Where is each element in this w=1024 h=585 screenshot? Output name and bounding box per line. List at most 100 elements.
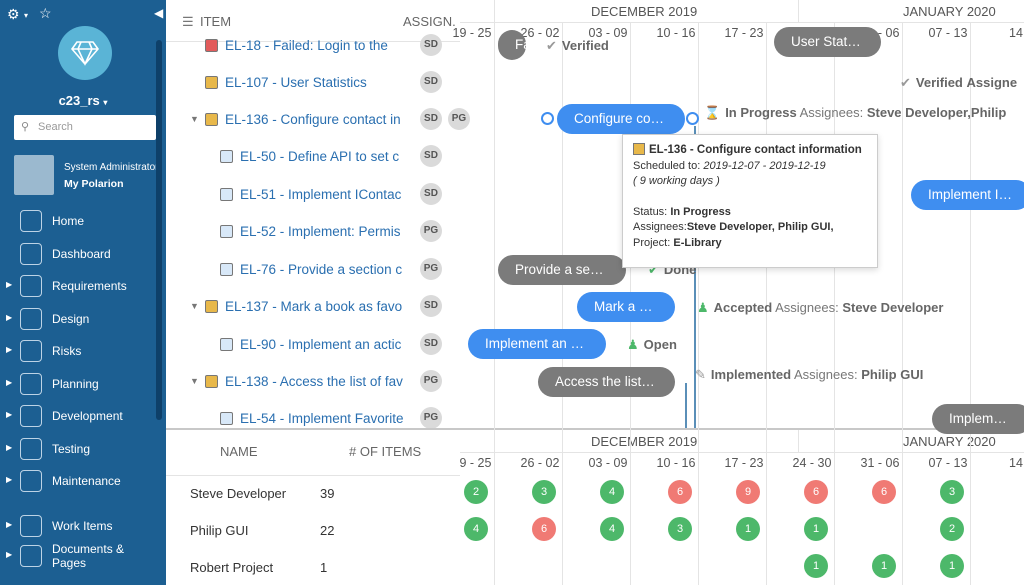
column-name[interactable]: NAME <box>220 444 258 459</box>
gantt-bar[interactable]: User Stat… <box>774 27 881 57</box>
item-link[interactable]: EL-138 - Access the list of fav <box>225 374 403 389</box>
nav-item-testing[interactable]: ▶ Testing <box>0 434 166 464</box>
avatar[interactable] <box>14 155 54 195</box>
assignee-avatar[interactable]: SD <box>420 145 442 167</box>
gantt-bar[interactable]: Provide a se… <box>498 255 626 285</box>
resize-handle[interactable] <box>686 112 699 125</box>
expand-arrow-icon[interactable]: ▶ <box>6 378 13 387</box>
expand-arrow-icon[interactable]: ▶ <box>6 313 13 322</box>
gantt-bar[interactable]: Mark a … <box>577 292 675 322</box>
list-item[interactable]: ▼ EL-137 - Mark a book as favo SD <box>166 288 460 325</box>
expand-arrow-icon[interactable]: ▶ <box>6 280 13 289</box>
assignee-avatar[interactable]: SD <box>420 295 442 317</box>
list-item[interactable]: EL-52 - Implement: Permis PG <box>166 213 460 250</box>
expand-arrow-icon[interactable]: ▶ <box>6 550 13 559</box>
expand-arrow-icon[interactable]: ▶ <box>6 443 13 452</box>
gantt-bar[interactable]: Implement an … <box>468 329 606 359</box>
list-item[interactable]: EL-107 - User Statistics SD <box>166 64 460 101</box>
sidebar-scrollbar[interactable] <box>156 40 162 420</box>
collapse-arrow-icon[interactable]: ▼ <box>190 114 199 124</box>
resize-handle[interactable] <box>541 112 554 125</box>
nav-item-development[interactable]: ▶ Development <box>0 401 166 431</box>
item-link[interactable]: EL-107 - User Statistics <box>225 75 367 90</box>
load-indicator[interactable]: 1 <box>940 554 964 578</box>
list-item[interactable]: EL-76 - Provide a section c PG <box>166 251 460 288</box>
nav-item-risks[interactable]: ▶ Risks <box>0 336 166 366</box>
resource-name[interactable]: Steve Developer <box>190 486 287 501</box>
load-indicator[interactable]: 2 <box>940 517 964 541</box>
list-item[interactable]: EL-54 - Implement Favorite PG <box>166 400 460 437</box>
load-indicator[interactable]: 3 <box>668 517 692 541</box>
list-item[interactable]: EL-90 - Implement an actic SD <box>166 326 460 363</box>
load-indicator[interactable]: 3 <box>940 480 964 504</box>
expand-arrow-icon[interactable]: ▶ <box>6 410 13 419</box>
load-indicator[interactable]: 6 <box>532 517 556 541</box>
load-indicator[interactable]: 9 <box>736 480 760 504</box>
list-item[interactable]: ▼ EL-138 - Access the list of fav PG <box>166 363 460 400</box>
assignee-avatar[interactable]: PG <box>420 220 442 242</box>
gear-icon[interactable]: ⚙ <box>7 6 20 22</box>
item-link[interactable]: EL-54 - Implement Favorite <box>240 411 403 426</box>
item-link[interactable]: EL-76 - Provide a section c <box>240 262 403 277</box>
nav-item-work-items[interactable]: ▶ Work Items <box>0 511 166 541</box>
load-indicator[interactable]: 1 <box>804 554 828 578</box>
collapse-arrow-icon[interactable]: ▼ <box>190 301 199 311</box>
gantt-bar[interactable]: Configure co… <box>557 104 685 134</box>
load-indicator[interactable]: 4 <box>600 517 624 541</box>
load-indicator[interactable]: 3 <box>532 480 556 504</box>
assignee-avatar[interactable]: SD <box>420 71 442 93</box>
load-indicator[interactable]: 6 <box>668 480 692 504</box>
star-icon[interactable]: ☆ <box>39 5 52 21</box>
nav-item-design[interactable]: ▶ Design <box>0 304 166 334</box>
assignee-avatar[interactable]: SD <box>420 183 442 205</box>
project-name[interactable]: c23_rs ▾ <box>0 93 166 108</box>
assignee-avatar[interactable]: PG <box>420 370 442 392</box>
item-link[interactable]: EL-18 - Failed: Login to the <box>225 38 388 53</box>
item-link[interactable]: EL-51 - Implement IContac <box>240 187 402 202</box>
item-link[interactable]: EL-50 - Define API to set c <box>240 149 400 164</box>
assignee-avatar[interactable]: SD <box>420 333 442 355</box>
collapse-icon[interactable]: ◀ <box>154 6 164 20</box>
my-polarion-link[interactable]: My Polarion <box>64 178 124 190</box>
load-indicator[interactable]: 1 <box>804 517 828 541</box>
load-indicator[interactable]: 1 <box>872 554 896 578</box>
assignee-avatar[interactable]: SD <box>420 108 442 130</box>
load-indicator[interactable]: 2 <box>464 480 488 504</box>
column-assignee[interactable]: ASSIGN. <box>403 14 456 29</box>
list-item[interactable]: ▼ EL-136 - Configure contact in SD PG <box>166 101 470 138</box>
expand-arrow-icon[interactable]: ▶ <box>6 345 13 354</box>
list-item[interactable]: EL-51 - Implement IContac SD <box>166 176 460 213</box>
assignee-avatar[interactable]: PG <box>420 258 442 280</box>
gantt-bar[interactable]: Implement I… <box>911 180 1024 210</box>
gantt-bar[interactable]: Access the list… <box>538 367 675 397</box>
item-link[interactable]: EL-136 - Configure contact in <box>225 112 401 127</box>
load-indicator[interactable]: 4 <box>464 517 488 541</box>
chevron-down-icon[interactable]: ▾ <box>24 11 29 20</box>
item-link[interactable]: EL-137 - Mark a book as favo <box>225 299 403 314</box>
nav-item-dashboard[interactable]: Dashboard <box>0 239 166 269</box>
item-link[interactable]: EL-52 - Implement: Permis <box>240 224 401 239</box>
load-indicator[interactable]: 6 <box>872 480 896 504</box>
expand-arrow-icon[interactable]: ▶ <box>6 520 13 529</box>
list-item[interactable]: EL-18 - Failed: Login to the SD <box>166 27 460 64</box>
nav-item-maintenance[interactable]: ▶ Maintenance <box>0 466 166 496</box>
nav-item-planning[interactable]: ▶ Planning <box>0 369 166 399</box>
column-items[interactable]: # OF ITEMS <box>349 444 422 459</box>
assignee-avatar[interactable]: PG <box>420 407 442 429</box>
expand-arrow-icon[interactable]: ▶ <box>6 475 13 484</box>
splitter[interactable] <box>166 428 1024 430</box>
gantt-bar[interactable]: Implem… <box>932 404 1024 434</box>
list-item[interactable]: EL-50 - Define API to set c SD <box>166 138 460 175</box>
nav-item-home[interactable]: Home <box>0 206 166 236</box>
nav-item-documents[interactable]: ▶ Documents & Pages <box>0 541 166 571</box>
project-logo[interactable] <box>58 26 112 80</box>
load-indicator[interactable]: 6 <box>804 480 828 504</box>
load-indicator[interactable]: 4 <box>600 480 624 504</box>
assignee-avatar[interactable]: PG <box>448 108 470 130</box>
collapse-arrow-icon[interactable]: ▼ <box>190 376 199 386</box>
resource-name[interactable]: Robert Project <box>190 560 274 575</box>
item-link[interactable]: EL-90 - Implement an actic <box>240 337 402 352</box>
column-item[interactable]: ITEM <box>200 14 232 29</box>
menu-icon[interactable]: ☰ <box>182 14 194 29</box>
search-input[interactable]: ⚲ Search <box>14 115 156 140</box>
